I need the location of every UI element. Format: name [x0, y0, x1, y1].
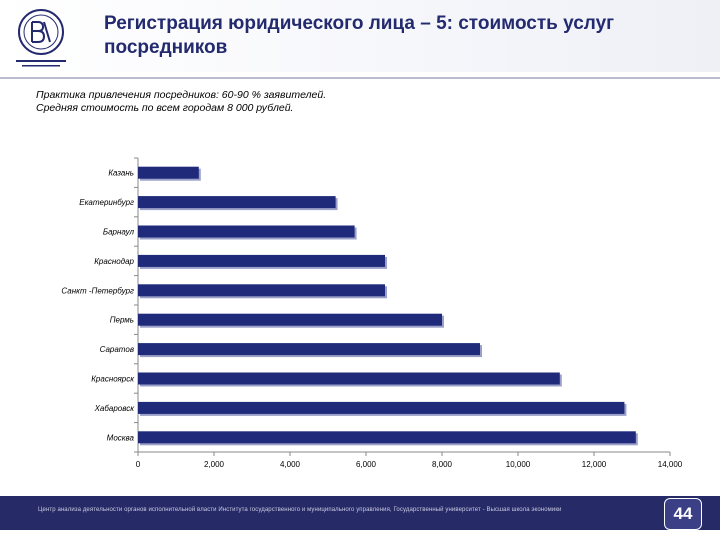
- bar-chart: Казань Екатеринбург Барнаул Краснодар Санкт …: [61, 157, 683, 469]
- slide-footer: Центр анализа деятельности органов испол…: [0, 496, 720, 530]
- x-tick-label: 6,000: [356, 460, 377, 469]
- slide-header: Регистрация юридического лица – 5: стоим…: [0, 0, 720, 72]
- category-label: Москва: [107, 433, 135, 442]
- category-label: Хабаровск: [94, 404, 136, 413]
- page-title: Регистрация юридического лица – 5: стоим…: [104, 13, 615, 58]
- page-number: 44: [664, 498, 702, 530]
- bar: [138, 196, 336, 209]
- category-label: Краснодар: [94, 257, 134, 266]
- bar: [138, 372, 560, 385]
- bar: [138, 401, 625, 414]
- bar: [138, 166, 199, 179]
- x-tick-label: 4,000: [280, 460, 301, 469]
- header-divider: [0, 77, 720, 79]
- bar: [138, 343, 480, 356]
- bar: [138, 313, 442, 326]
- category-label: Барнаул: [103, 228, 135, 237]
- x-tick-label: 10,000: [506, 460, 531, 469]
- bar: [138, 225, 355, 238]
- bar: [138, 284, 385, 297]
- university-logo: [16, 9, 66, 67]
- category-label: Пермь: [110, 316, 134, 325]
- x-tick-label: 8,000: [432, 460, 453, 469]
- x-tick-label: 2,000: [204, 460, 225, 469]
- x-tick-label: 14,000: [658, 460, 683, 469]
- x-tick-label: 0: [136, 460, 141, 469]
- subtitle-line-2: Средняя стоимость по всем городам 8 000 …: [36, 102, 294, 114]
- category-label: Екатеринбург: [79, 198, 134, 207]
- bar: [138, 431, 636, 444]
- category-label: Санкт -Петербург: [61, 286, 134, 295]
- subtitle-block: Практика привлечения посредников: 60-90 …: [36, 89, 326, 115]
- category-label: Красноярск: [91, 375, 135, 384]
- x-tick-label: 12,000: [582, 460, 607, 469]
- category-label: Саратов: [100, 345, 134, 354]
- category-label: Казань: [108, 169, 134, 178]
- footer-text: Центр анализа деятельности органов испол…: [38, 507, 562, 513]
- bar: [138, 254, 385, 267]
- subtitle-line-1: Практика привлечения посредников: 60-90 …: [36, 89, 327, 101]
